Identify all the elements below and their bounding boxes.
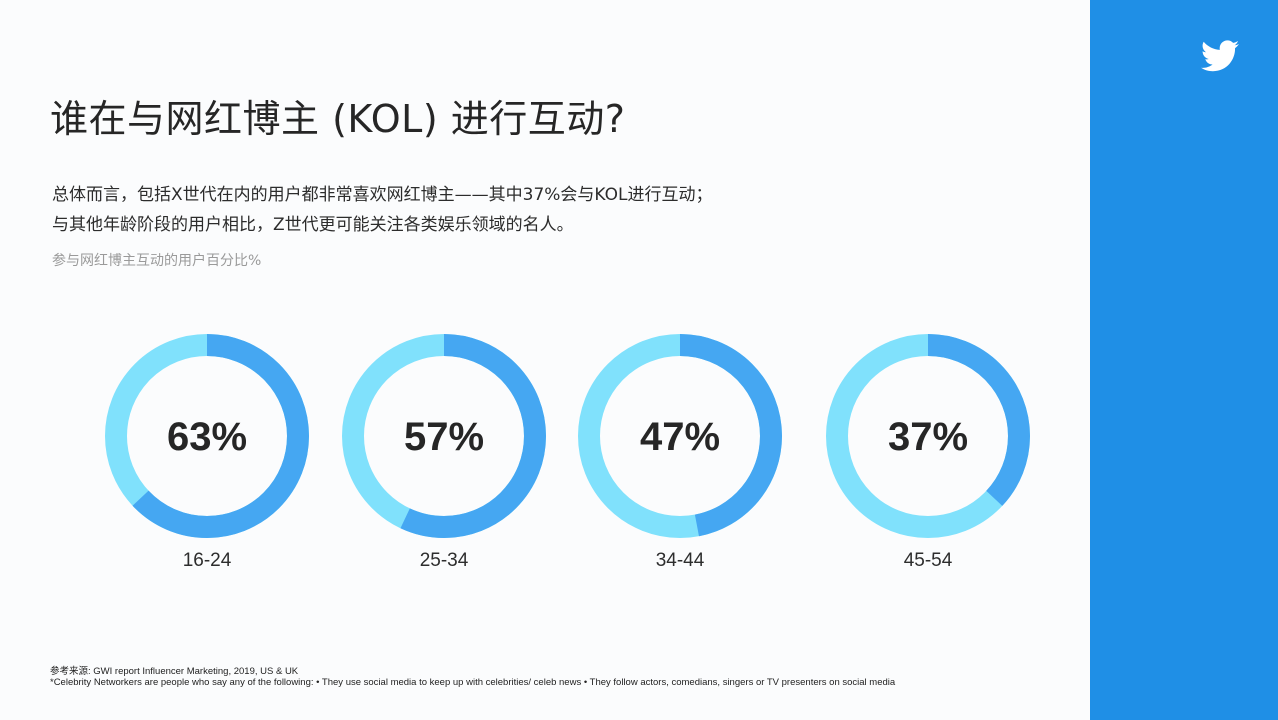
donut-45-54: 37% 45-54 (826, 334, 1030, 571)
chart-subtitle: 参与网红博主互动的用户百分比% (52, 253, 262, 269)
donut-value-arc (578, 334, 782, 538)
donut-value-label: 37% (888, 415, 968, 459)
footer: 参考来源: GWI report Influencer Marketing, 2… (50, 666, 895, 688)
category-label: 34-44 (656, 550, 705, 571)
donut-value-label: 57% (404, 415, 484, 459)
donut-value-arc (826, 334, 1030, 538)
category-label: 45-54 (904, 550, 953, 571)
donut-value-label: 63% (167, 415, 247, 459)
footer-note: *Celebrity Networkers are people who say… (50, 677, 896, 688)
category-label: 25-34 (420, 550, 469, 571)
twitter-bird-icon (1201, 40, 1239, 72)
donut-value-arc (342, 334, 546, 538)
donut-chart-area: 63% 16-24 57% 25-34 47% 34-44 37% 45-54 (105, 334, 1030, 571)
description-line-2: 与其他年龄阶段的用户相比，Z世代更可能关注各类娱乐领域的名人。 (52, 215, 574, 235)
donut-value-arc (105, 334, 309, 538)
side-panel (1090, 0, 1278, 720)
footer-source: 参考来源: GWI report Influencer Marketing, 2… (50, 666, 299, 677)
donut-34-44: 47% 34-44 (578, 334, 782, 571)
donut-value-label: 47% (640, 415, 720, 459)
page-title: 谁在与网红博主 (KOL) 进行互动? (50, 97, 626, 141)
description-line-1: 总体而言，包括X世代在内的用户都非常喜欢网红博主——其中37%会与KOL进行互动… (52, 185, 713, 205)
category-label: 16-24 (183, 550, 232, 571)
donut-25-34: 57% 25-34 (342, 334, 546, 571)
donut-16-24: 63% 16-24 (105, 334, 309, 571)
